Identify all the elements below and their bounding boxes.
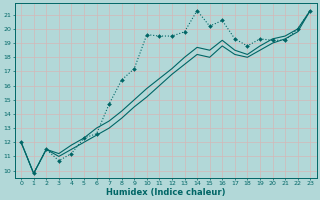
X-axis label: Humidex (Indice chaleur): Humidex (Indice chaleur) (106, 188, 225, 197)
